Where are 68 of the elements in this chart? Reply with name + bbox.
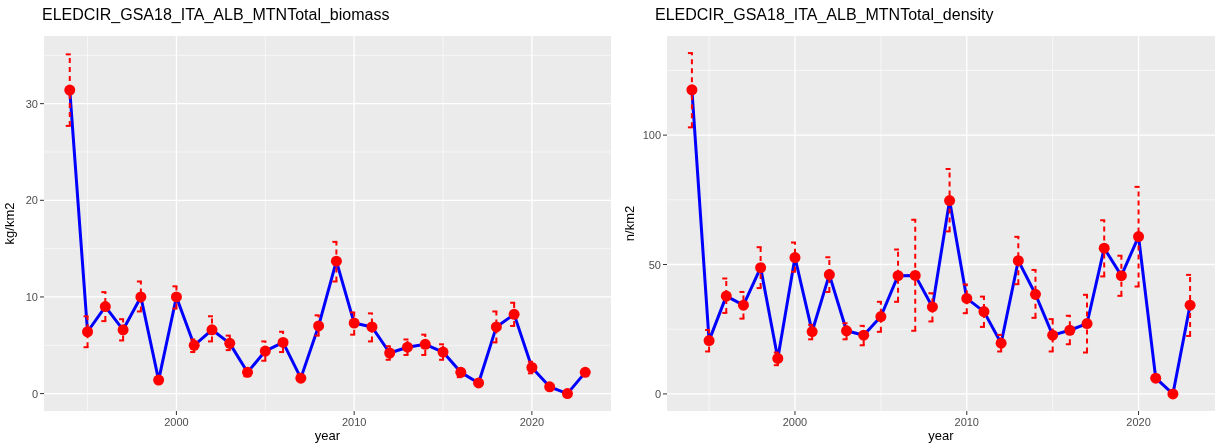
- x-tick-label: 2020: [1126, 416, 1151, 428]
- point: [1150, 372, 1162, 384]
- point: [926, 301, 938, 313]
- y-tick-label: 0: [31, 387, 38, 400]
- y-tick-label: 50: [648, 258, 661, 271]
- point: [1029, 288, 1041, 300]
- x-tick-label: 2020: [519, 416, 545, 428]
- point: [419, 338, 431, 350]
- point: [755, 262, 767, 274]
- point: [823, 269, 835, 281]
- point: [313, 320, 325, 332]
- point: [841, 325, 853, 337]
- point: [579, 366, 591, 378]
- point: [737, 299, 749, 311]
- point: [875, 311, 887, 323]
- point: [490, 321, 502, 333]
- point: [170, 291, 182, 303]
- point: [544, 381, 556, 393]
- point: [259, 345, 271, 357]
- chart-title: ELEDCIR_GSA18_ITA_ALB_MTNTotal_biomass: [42, 6, 390, 24]
- point: [348, 317, 360, 329]
- point: [961, 292, 973, 304]
- y-axis-title: n/km2: [622, 205, 637, 242]
- chart-title: ELEDCIR_GSA18_ITA_ALB_MTNTotal_density: [655, 6, 994, 24]
- point: [1167, 388, 1179, 400]
- point: [720, 290, 732, 302]
- y-tick-label: 100: [642, 129, 661, 142]
- point: [508, 308, 520, 320]
- point: [473, 377, 485, 389]
- point: [1184, 299, 1196, 311]
- point: [686, 84, 698, 96]
- y-tick-label: 30: [25, 97, 38, 110]
- point: [995, 337, 1007, 349]
- point: [366, 321, 378, 333]
- point: [330, 255, 342, 267]
- point: [858, 329, 870, 341]
- y-tick-label: 10: [25, 290, 38, 303]
- point: [206, 324, 218, 336]
- point: [561, 388, 573, 400]
- point: [703, 335, 715, 347]
- point: [1047, 329, 1059, 341]
- point: [944, 195, 956, 207]
- y-tick-label: 20: [25, 194, 38, 207]
- point: [1133, 231, 1145, 243]
- point: [892, 270, 904, 282]
- point: [153, 374, 165, 386]
- x-tick-label: 2010: [954, 416, 980, 428]
- point: [117, 324, 129, 336]
- point: [1081, 318, 1093, 330]
- point: [277, 336, 289, 348]
- x-tick-label: 2000: [782, 416, 808, 428]
- x-tick-label: 2010: [341, 416, 367, 428]
- x-axis-title: year: [928, 428, 955, 443]
- point: [909, 269, 921, 281]
- point: [135, 291, 147, 303]
- point: [789, 252, 801, 264]
- x-axis-title: year: [314, 428, 341, 443]
- point: [1098, 242, 1110, 254]
- point: [1115, 270, 1127, 282]
- point: [82, 326, 94, 338]
- y-tick-label: 0: [654, 387, 661, 400]
- point: [978, 306, 990, 318]
- point: [1064, 324, 1076, 336]
- point: [99, 301, 111, 313]
- point: [1012, 255, 1024, 267]
- point: [64, 84, 76, 96]
- y-axis-title: kg/km2: [2, 202, 17, 245]
- x-tick-label: 2000: [164, 416, 189, 428]
